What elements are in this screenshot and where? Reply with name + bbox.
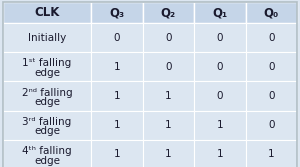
Text: 0: 0 [268,91,274,101]
Bar [143,23,194,52]
Bar [246,23,297,52]
Bar [143,81,194,111]
Bar [91,2,143,23]
Bar [91,52,143,81]
Bar [246,111,297,140]
Text: 0: 0 [268,33,274,43]
Text: 1: 1 [217,149,223,159]
Text: 1: 1 [114,91,120,101]
Text: edge: edge [34,68,60,78]
Text: 1: 1 [165,149,172,159]
Bar [143,2,194,23]
Bar [194,140,245,167]
Text: 1: 1 [165,120,172,130]
Bar [194,81,245,111]
Text: edge: edge [34,97,60,107]
Text: 1ˢᵗ falling: 1ˢᵗ falling [22,58,72,68]
Bar [143,140,194,167]
Text: 1: 1 [114,62,120,72]
Text: 1: 1 [165,91,172,101]
Text: 1: 1 [268,149,274,159]
Bar [246,52,297,81]
Text: Initially: Initially [28,33,66,43]
Text: Q₀: Q₀ [264,6,279,19]
Text: 2ⁿᵈ falling: 2ⁿᵈ falling [22,88,72,98]
Bar [194,2,245,23]
Bar [3,111,91,140]
Text: Q₁: Q₁ [212,6,227,19]
Bar [143,52,194,81]
Bar [194,23,245,52]
Bar [246,2,297,23]
Text: 0: 0 [114,33,120,43]
Bar [194,111,245,140]
Text: 0: 0 [165,33,172,43]
Bar [194,52,245,81]
Text: 0: 0 [165,62,172,72]
Text: 0: 0 [217,62,223,72]
Text: CLK: CLK [34,6,60,19]
Bar [3,140,91,167]
Bar [3,23,91,52]
Text: 4ᵗʰ falling: 4ᵗʰ falling [22,146,72,156]
Text: Q₃: Q₃ [110,6,124,19]
Bar [246,140,297,167]
Text: 3ʳᵈ falling: 3ʳᵈ falling [22,117,72,127]
Text: 1: 1 [114,149,120,159]
Text: 0: 0 [268,120,274,130]
Bar [3,52,91,81]
Bar [143,111,194,140]
Bar [91,111,143,140]
Text: 1: 1 [114,120,120,130]
Text: 0: 0 [217,91,223,101]
Text: edge: edge [34,155,60,165]
Bar [91,23,143,52]
Text: Q₂: Q₂ [161,6,176,19]
Bar [91,140,143,167]
Text: 0: 0 [217,33,223,43]
Bar [3,2,91,23]
Bar [3,81,91,111]
Bar [246,81,297,111]
Text: edge: edge [34,126,60,136]
Bar [91,81,143,111]
Text: 0: 0 [268,62,274,72]
Text: 1: 1 [217,120,223,130]
